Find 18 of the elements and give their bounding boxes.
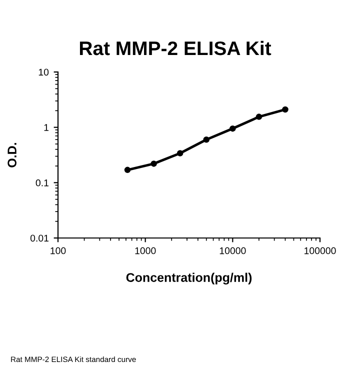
x-axis-title: Concentration(pg/ml) [126, 272, 252, 284]
point [230, 125, 236, 132]
point [176, 150, 184, 156]
x-tick-label: 100000 [304, 247, 336, 254]
y-axis-title: O.D. [8, 143, 16, 168]
point [282, 106, 288, 113]
y-tick-label: 1 [44, 124, 48, 131]
y-tick-label: 10 [38, 68, 49, 76]
point [150, 160, 157, 167]
point [124, 166, 131, 174]
x-tick-label: 1000 [135, 247, 156, 254]
y-tick-label: 0.1 [36, 179, 48, 186]
x-tick-label: 100 [50, 247, 66, 254]
x-tick-label: 10000 [220, 247, 246, 254]
chart-title: Rat MMP-2 ELISA Kit [80, 40, 272, 56]
point [203, 136, 210, 143]
point [256, 114, 262, 120]
y-tick-label: 0.01 [30, 234, 48, 242]
